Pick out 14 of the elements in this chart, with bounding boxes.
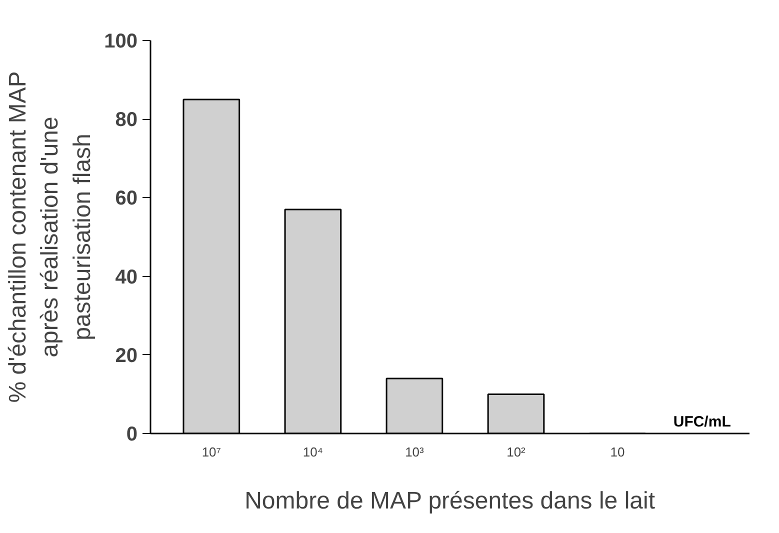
y-axis-title: % d'échantillon contenant MAP après réalisation d'une pasteurisation flash [4,71,96,403]
x-tick-label: 10 [610,444,625,460]
x-tick-label: 10³ [405,444,425,460]
y-tick-label: 20 [115,344,138,367]
x-tick-label: 10⁷ [202,444,222,460]
y-tick-label: 60 [115,188,138,210]
y-tick-label: 40 [115,266,138,288]
x-tick-label: 10⁴ [302,444,323,460]
y-tick-label: 100 [104,30,138,52]
x-tick-label: 10² [506,444,526,460]
y-tick-label: 0 [126,424,138,446]
y-tick-label: 80 [115,109,138,132]
x-axis-title: Nombre de MAP présentes dans le lait [244,488,656,514]
annotation: UFC/mL [673,414,731,430]
